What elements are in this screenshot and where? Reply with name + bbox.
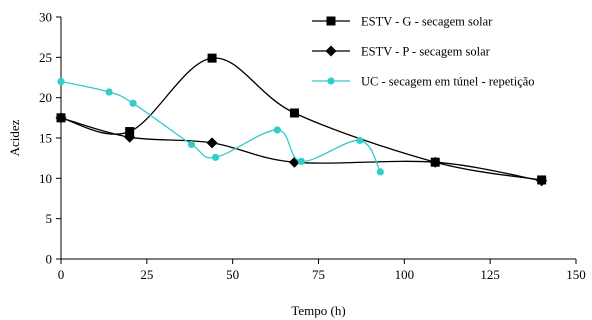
- data-point: [289, 108, 299, 118]
- data-point: [536, 175, 548, 187]
- data-point: [105, 88, 113, 96]
- data-point: [207, 53, 217, 63]
- y-tick-label: 10: [39, 171, 52, 186]
- y-tick-label: 30: [39, 10, 52, 25]
- data-point: [129, 99, 137, 107]
- y-tick-label: 5: [46, 211, 53, 226]
- y-tick-label: 15: [39, 131, 52, 146]
- legend-marker: [325, 45, 337, 57]
- y-tick-label: 0: [46, 252, 53, 267]
- legend-label: UC - secagem em túnel - repetição: [361, 75, 535, 89]
- axes: 0 5 10 15 20 25 30 0 25 50 75 100 125 150: [39, 10, 586, 283]
- x-tick-label: 25: [140, 267, 153, 282]
- series-2: [55, 112, 548, 187]
- series-layer: [55, 53, 548, 187]
- x-tick-label: 0: [58, 267, 65, 282]
- data-point: [297, 157, 305, 165]
- legend-item-2: ESTV - P - secagem solar: [312, 45, 491, 59]
- data-point: [57, 77, 65, 86]
- legend-item-1: ESTV - G - secagem solar: [312, 15, 493, 29]
- y-tick-label: 25: [39, 50, 52, 65]
- data-point: [429, 156, 441, 168]
- legend: ESTV - G - secagem solar ESTV - P - secag…: [312, 15, 535, 89]
- data-point: [124, 131, 136, 143]
- data-point: [187, 140, 196, 149]
- x-tick-label: 75: [312, 267, 325, 282]
- data-point: [55, 112, 67, 124]
- y-axis-title: Acidez: [7, 119, 22, 156]
- data-point: [376, 168, 384, 176]
- data-point: [125, 127, 135, 137]
- x-tick-label: 50: [226, 267, 239, 282]
- x-tick-label: 100: [395, 267, 415, 282]
- y-tick-label: 20: [39, 90, 52, 105]
- data-point: [206, 137, 218, 149]
- legend-label: ESTV - G - secagem solar: [361, 15, 493, 29]
- data-point: [211, 153, 220, 161]
- legend-marker: [326, 16, 336, 26]
- legend-marker: [327, 77, 335, 85]
- x-tick-label: 150: [566, 267, 586, 282]
- series-3: [57, 77, 384, 176]
- data-point: [273, 126, 281, 134]
- data-point: [356, 136, 364, 145]
- x-axis-title: Tempo (h): [291, 303, 345, 318]
- x-tick-label: 125: [480, 267, 500, 282]
- legend-item-3: UC - secagem em túnel - repetição: [312, 75, 535, 89]
- legend-label: ESTV - P - secagem solar: [361, 45, 491, 59]
